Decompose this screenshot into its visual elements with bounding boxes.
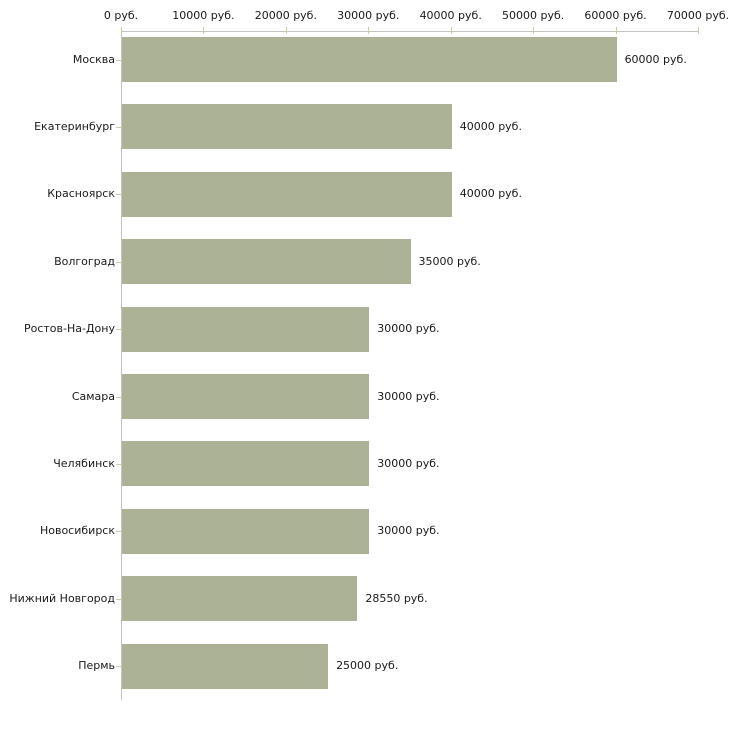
x-tick xyxy=(203,27,205,34)
category-label: Нижний Новгород xyxy=(9,591,115,605)
bar-value-label: 40000 руб. xyxy=(459,187,522,201)
x-tick xyxy=(450,27,452,34)
x-tick-label: 50000 руб. xyxy=(502,9,565,22)
bar-value-label: 30000 руб. xyxy=(377,456,440,470)
x-tick-label: 0 руб. xyxy=(103,9,139,22)
bar-value-label: 30000 руб. xyxy=(377,389,440,403)
x-tick-label: 30000 руб. xyxy=(337,9,400,22)
y-tick xyxy=(116,666,121,668)
y-axis-line xyxy=(121,31,122,700)
category-label: Екатеринбург xyxy=(34,119,115,133)
category-label: Красноярск xyxy=(47,187,115,201)
bar-value-label: 30000 руб. xyxy=(377,524,440,538)
y-tick xyxy=(116,531,121,533)
category-label: Волгоград xyxy=(54,254,115,268)
x-tick-label: 40000 руб. xyxy=(419,9,482,22)
bar-value-label: 35000 руб. xyxy=(418,254,481,268)
bar-value-label: 25000 руб. xyxy=(336,659,399,673)
bar xyxy=(122,508,370,554)
category-label: Москва xyxy=(72,52,115,66)
bar-value-label: 40000 руб. xyxy=(459,119,522,133)
category-label: Самара xyxy=(71,389,115,403)
x-tick xyxy=(368,27,370,34)
y-tick xyxy=(116,194,121,196)
category-label: Ростов-На-Дону xyxy=(23,322,115,336)
x-tick xyxy=(615,27,617,34)
y-tick xyxy=(116,126,121,128)
x-tick-label: 10000 руб. xyxy=(172,9,235,22)
x-axis-line xyxy=(121,31,699,32)
bar xyxy=(122,104,452,150)
bar-value-label: 30000 руб. xyxy=(377,322,440,336)
x-tick-label: 60000 руб. xyxy=(584,9,647,22)
bar-value-label: 28550 руб. xyxy=(365,591,428,605)
bar xyxy=(122,306,370,352)
x-tick xyxy=(285,27,287,34)
bar-value-label: 60000 руб. xyxy=(624,52,687,66)
x-tick-label: 20000 руб. xyxy=(254,9,317,22)
y-tick xyxy=(116,59,121,61)
y-tick xyxy=(116,329,121,331)
category-label: Пермь xyxy=(78,659,115,673)
bar xyxy=(122,374,370,419)
y-tick xyxy=(116,463,121,465)
bar xyxy=(122,37,617,82)
bar xyxy=(122,171,452,217)
bar xyxy=(122,643,329,689)
y-tick xyxy=(116,261,121,263)
x-tick xyxy=(121,27,122,34)
bar xyxy=(122,441,370,487)
category-label: Новосибирск xyxy=(39,524,115,538)
bar xyxy=(122,576,358,622)
x-tick-label: 70000 руб. xyxy=(666,9,730,22)
x-tick xyxy=(698,27,699,34)
x-tick xyxy=(533,27,535,34)
y-tick xyxy=(116,396,121,398)
category-label: Челябинск xyxy=(53,456,115,470)
y-tick xyxy=(116,598,121,600)
bar xyxy=(122,239,411,285)
